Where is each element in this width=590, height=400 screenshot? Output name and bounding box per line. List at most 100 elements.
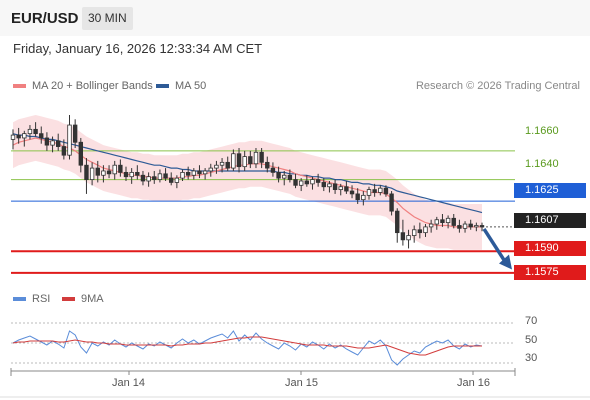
candle-body [89, 167, 95, 180]
candle-body [180, 171, 185, 179]
rsi9ma-label: 9MA [81, 293, 104, 305]
timeframe-button[interactable]: 30 MIN [82, 7, 133, 30]
candle-body [457, 225, 462, 229]
candle-body [61, 146, 67, 156]
ma50-line [12, 133, 483, 214]
candle-body [22, 133, 27, 139]
candle-body [67, 124, 72, 156]
candle-body [101, 170, 106, 176]
candle-body [440, 219, 445, 224]
candle-body [118, 164, 123, 173]
candle-body [445, 217, 451, 224]
candle-body [406, 235, 411, 241]
candle-body [106, 170, 112, 175]
date-label-jan16: Jan 16 [457, 377, 491, 389]
rsi-tick-30: 30 [525, 352, 538, 364]
rsi-line [12, 330, 483, 366]
candle-body [191, 170, 197, 176]
candle-body [214, 164, 219, 169]
candle-body [140, 174, 146, 182]
candle-body [208, 167, 213, 172]
timestamp: Friday, January 16, 2026 12:33:34 AM CET [13, 41, 263, 56]
level-1164-label: 1.1640 [525, 158, 559, 170]
candle-body [282, 174, 287, 179]
candle-body [265, 161, 270, 169]
candle-body [468, 223, 473, 228]
forecast-arrow-head [499, 254, 512, 270]
candle-body [434, 219, 439, 225]
candle-body [50, 140, 55, 146]
candle-body [10, 134, 16, 140]
candle-body [383, 187, 389, 195]
candle-body [270, 167, 276, 173]
symbol-label: EUR/USD [11, 10, 79, 27]
candle-body [225, 161, 230, 169]
bollinger-band [13, 115, 482, 250]
candle-body [372, 189, 377, 193]
candle-body [417, 229, 423, 234]
candle-body [451, 217, 456, 226]
candle-body [395, 210, 400, 234]
rsi9ma-line [12, 336, 482, 356]
candle-body [378, 187, 383, 193]
support-2-tag: 1.1575 [514, 265, 586, 280]
candle-body [338, 186, 343, 191]
candle-body [315, 179, 321, 183]
candle-body [185, 171, 191, 176]
ma20-line [12, 137, 482, 228]
candle-body [327, 183, 332, 188]
candle-body [174, 177, 180, 183]
candle-body [400, 232, 406, 241]
candle-body [248, 156, 253, 165]
rsi-tick-70: 70 [525, 315, 538, 327]
candle-body [253, 151, 259, 165]
legend-rsi: RSI [13, 293, 50, 305]
candle-body [349, 190, 355, 195]
candle-body [428, 223, 434, 228]
credit: Research © 2026 Trading Central [415, 80, 580, 92]
ma50-label: MA 50 [175, 80, 207, 92]
candle-body [479, 225, 485, 228]
candle-body [389, 193, 394, 212]
pivot-level-tag: 1.1625 [514, 183, 586, 198]
candle-body [157, 173, 163, 180]
candle-body [146, 176, 151, 182]
candle-body [163, 173, 168, 179]
candle-body [344, 186, 349, 192]
date-label-jan15: Jan 15 [285, 377, 319, 389]
candle-body [129, 171, 134, 178]
last-price-tag: 1.1607 [514, 213, 586, 228]
candle-body [298, 180, 304, 186]
candle-body [423, 226, 428, 234]
candle-body [197, 170, 202, 175]
candle-body [112, 164, 117, 175]
rsi-tick-50: 50 [525, 334, 538, 346]
candle-body [84, 164, 89, 180]
candle-body [474, 225, 479, 228]
legend-ma50: MA 50 [156, 80, 206, 92]
rsi-swatch [13, 297, 26, 302]
candle-body [242, 156, 247, 168]
ma20-swatch [13, 84, 26, 89]
candle-body [411, 229, 417, 236]
candle-body [78, 141, 84, 166]
candle-body [361, 194, 366, 201]
legend-rsi9ma: 9MA [62, 293, 104, 305]
date-label-jan14: Jan 14 [112, 377, 146, 389]
candle-body [310, 179, 315, 185]
candle-body [27, 128, 33, 135]
level-1160-label: 1.1660 [525, 125, 559, 137]
candle-body [236, 153, 242, 168]
candle-body [152, 176, 157, 180]
candle-body [276, 171, 281, 179]
candle-body [287, 174, 293, 180]
ma20-label: MA 20 + Bollinger Bands [32, 80, 153, 92]
candle-body [95, 167, 100, 176]
rsi9ma-swatch [62, 297, 75, 302]
candle-body [231, 153, 236, 169]
candle-body [366, 189, 372, 196]
candle-body [33, 128, 38, 135]
candle-body [332, 183, 338, 191]
candle-body [123, 171, 129, 178]
